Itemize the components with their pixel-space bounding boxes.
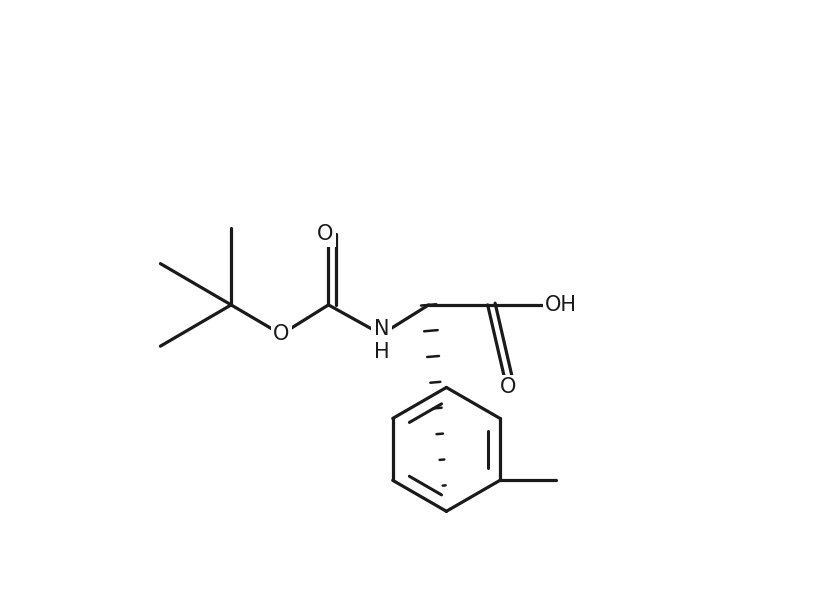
- Text: O: O: [317, 224, 334, 244]
- Text: N
H: N H: [374, 319, 390, 362]
- Text: O: O: [273, 324, 289, 344]
- Text: O: O: [500, 377, 516, 398]
- Text: OH: OH: [545, 295, 577, 315]
